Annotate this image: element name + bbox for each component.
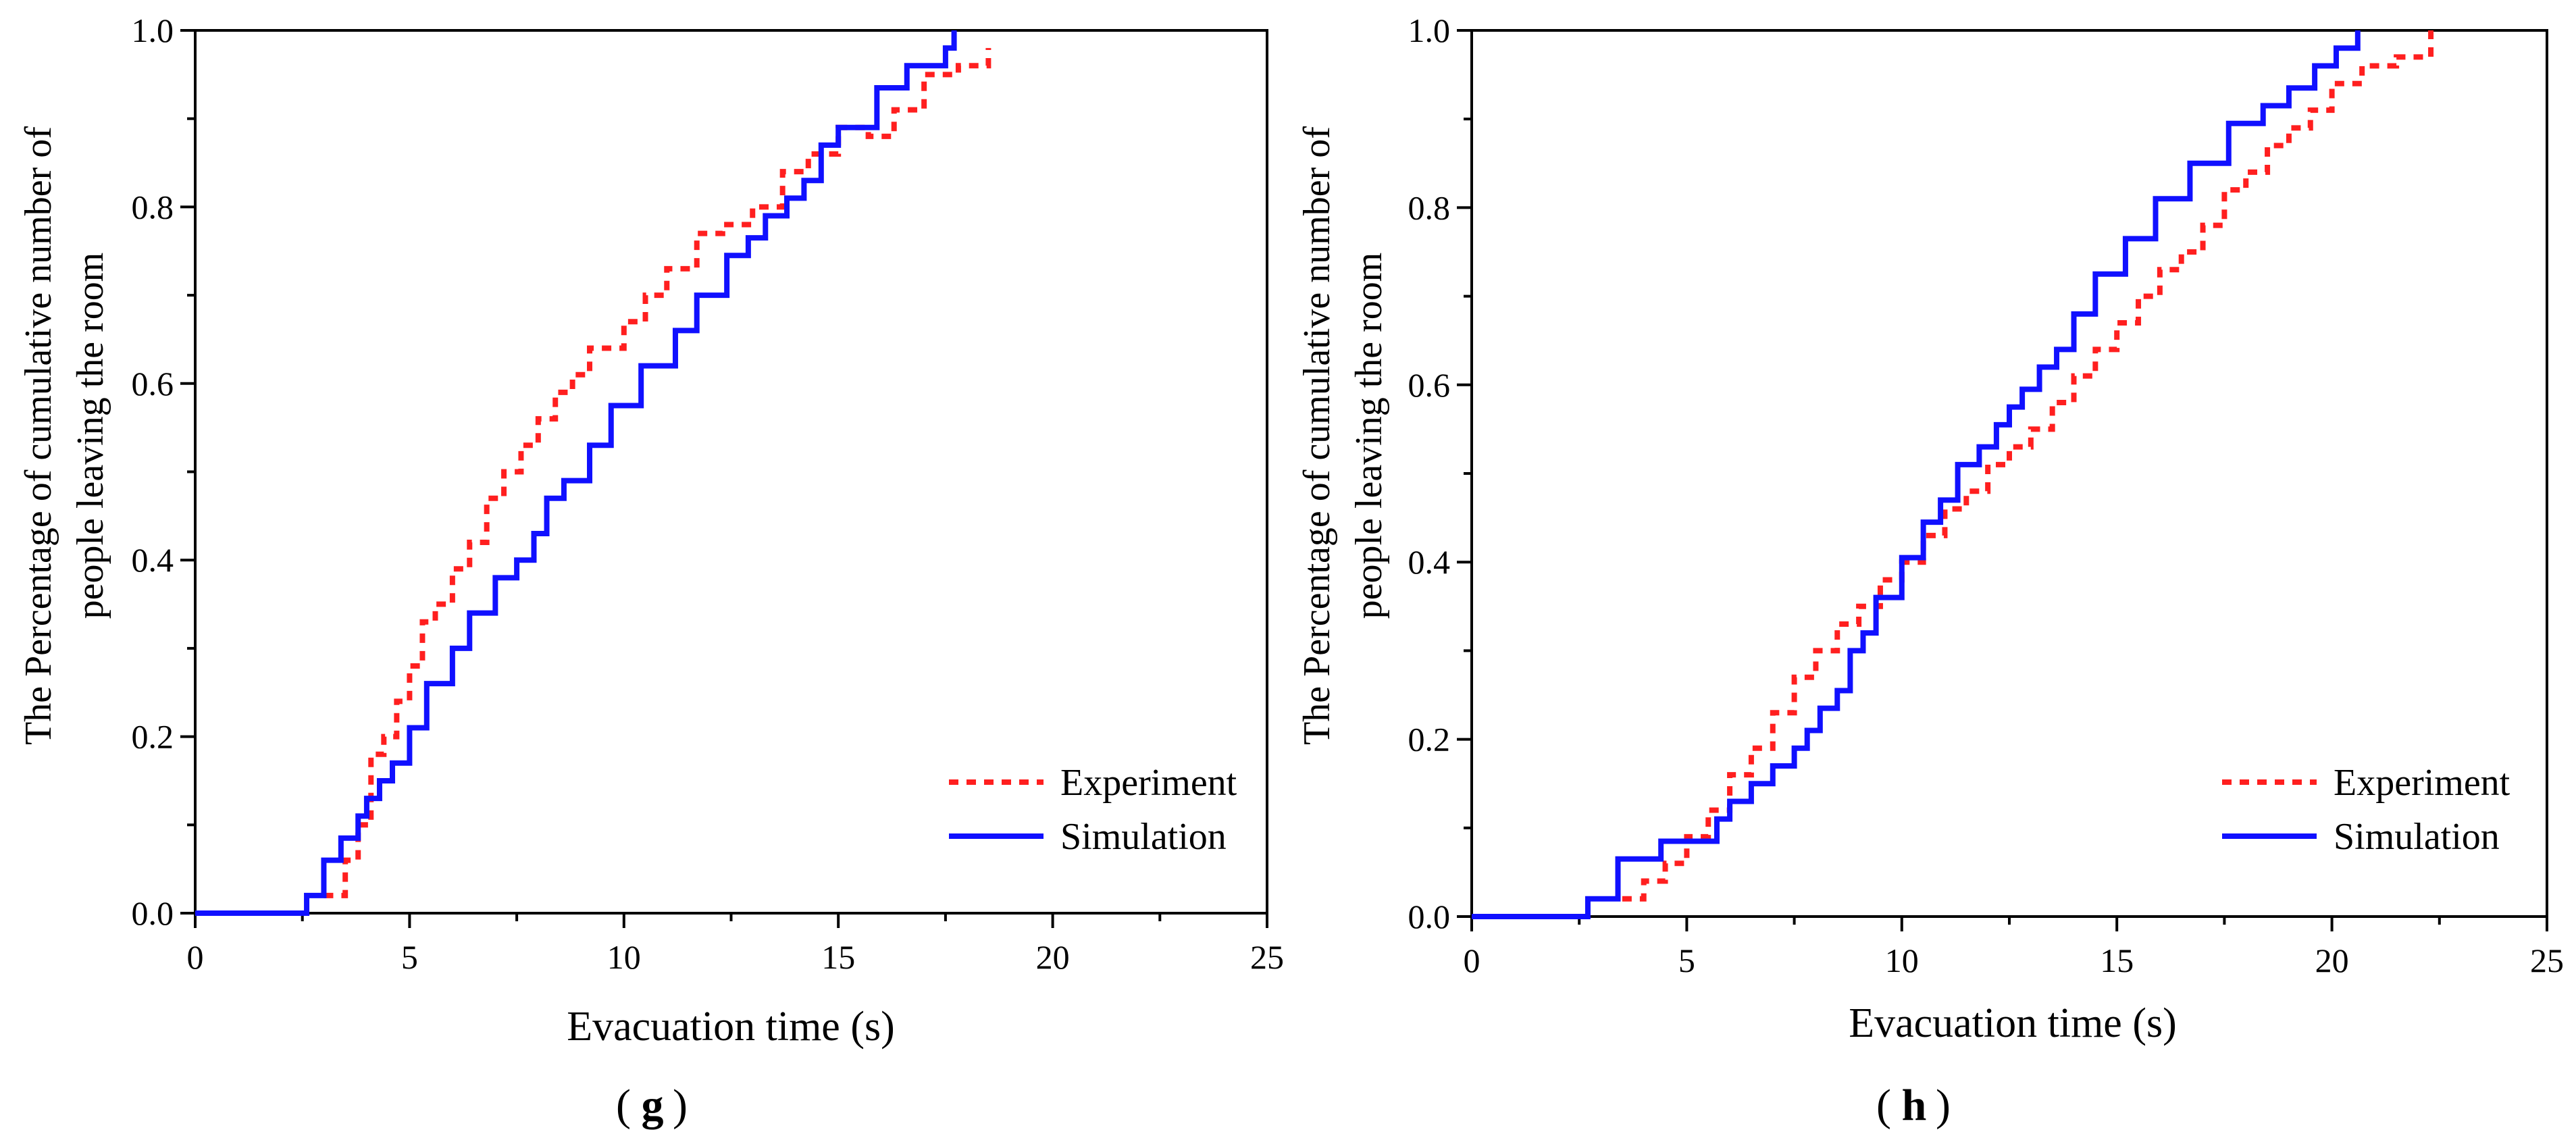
panel-h-series-experiment [1622, 30, 2434, 902]
panel-h-ytick-label: 0.0 [1408, 898, 1451, 935]
panel-g-xtick-label: 0 [187, 938, 204, 976]
panel-h-series-simulation [1472, 30, 2361, 919]
panel-g-xtick-label: 5 [401, 938, 418, 976]
panel-g-ytick-label: 0.0 [132, 894, 174, 932]
panel-h-ytick-label: 0.2 [1408, 721, 1451, 758]
panel-h-letter-close: ) [1936, 1081, 1951, 1130]
panel-g-xtick-label: 10 [607, 938, 641, 976]
panel-h-xtick-label: 25 [2530, 942, 2564, 979]
panel-g-letter-open: ( [616, 1081, 631, 1130]
panel-g-ylabel-line-1: The Percentage of cumulative number of [18, 126, 59, 745]
panel-g-ytick-label: 0.6 [132, 365, 174, 403]
panel-h-xlabel: Evacuation time (s) [1849, 1000, 2177, 1046]
panel-h-xtick-label: 15 [2100, 942, 2134, 979]
panel-h-legend: Experiment Simulation [2222, 762, 2510, 858]
panel-h-letter: h [1902, 1081, 1927, 1130]
panel-g-xtick-label: 25 [1250, 938, 1284, 976]
panel-g-legend-label-experiment: Experiment [1060, 762, 1237, 804]
panel-g-xtick-label: 15 [821, 938, 855, 976]
panel-g-ytick-label: 0.2 [132, 718, 174, 756]
panel-g-ytick-label: 1.0 [132, 11, 174, 49]
panel-h-legend-label-simulation: Simulation [2334, 816, 2500, 858]
panel-h-ylabel-line-1: The Percentage of cumulative number of [1296, 126, 1338, 745]
panel-g-xlabel: Evacuation time (s) [567, 1004, 895, 1050]
panel-h-ytick-label: 0.6 [1408, 366, 1451, 404]
panel-h-ytick-label: 1.0 [1408, 11, 1451, 49]
panel-g-series-experiment [324, 48, 991, 898]
panel-g-letter: g [642, 1081, 664, 1130]
panel-h-ytick-label: 0.8 [1408, 188, 1451, 226]
panel-h-letter-open: ( [1876, 1081, 1891, 1130]
panel-g-series-simulation [195, 30, 957, 916]
panel-g-ytick-label: 0.4 [132, 541, 174, 579]
panel-g-legend-label-simulation: Simulation [1060, 816, 1227, 858]
panel-h-ytick-label: 0.4 [1408, 543, 1451, 581]
panel-h-xtick-label: 10 [1885, 942, 1919, 979]
panel-h-xtick-label: 0 [1464, 942, 1480, 979]
panel-h-legend-label-experiment: Experiment [2334, 762, 2510, 804]
panel-h-ylabel-line-2: people leaving the room [1348, 253, 1390, 619]
panel-g-xtick-label: 20 [1036, 938, 1070, 976]
panel-g-ylabel-line-2: people leaving the room [70, 253, 111, 619]
panel-g-letter-close: ) [673, 1081, 688, 1130]
panel-h: The Percentage of cumulative number of p… [1296, 11, 2564, 1130]
panel-g-ytick-label: 0.8 [132, 188, 174, 226]
panel-h-xtick-label: 20 [2315, 942, 2349, 979]
panel-h-xtick-label: 5 [1678, 942, 1695, 979]
panel-g: The Percentage of cumulative number of p… [18, 11, 1284, 1130]
panel-g-legend: Experiment Simulation [949, 762, 1237, 858]
